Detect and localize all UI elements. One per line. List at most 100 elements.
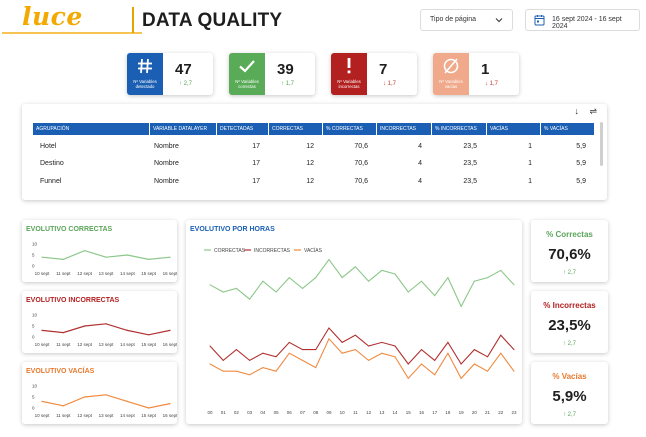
table-scrollbar[interactable] [600, 122, 603, 166]
data-point [381, 341, 383, 343]
title-accent-bar [132, 7, 134, 33]
table-cell: Hotel [40, 143, 57, 150]
data-point [434, 295, 436, 297]
x-tick-label: 16 [419, 410, 425, 415]
hash-icon [138, 58, 152, 74]
table-cell: 5,9 [576, 178, 586, 185]
chart-card-correct: EVOLUTIVO CORRECTAS 10 5 0 10 sept 11 sept 12… [22, 220, 177, 282]
kpi-label: Nº Variables correctas [235, 79, 259, 89]
filter-settings-icon[interactable]: ⇌ [589, 106, 597, 116]
table-header-cell[interactable]: % VACÍAS [541, 123, 594, 135]
data-point [354, 334, 356, 336]
x-tick-label: 13 sept [99, 342, 115, 347]
data-point [407, 363, 409, 365]
table-cell: 12 [306, 178, 314, 185]
kpi-card-correct: Nº Variables correctas 39 ↑ 1,7 [229, 53, 315, 95]
table-cell: Funnel [40, 178, 62, 185]
logo-underline [2, 32, 142, 34]
x-tick-label: 11 [353, 410, 358, 415]
pct-correct-card: % Correctas 70,6% ↑ 2,7 [531, 220, 608, 282]
data-point [447, 277, 449, 279]
kpi-badge-incorrect: Nº Variables incorrectas [331, 53, 367, 95]
x-tick-label: 13 sept [99, 271, 115, 276]
table-cell: 5,9 [576, 143, 586, 150]
series-line [41, 394, 171, 409]
pct-delta: ↑ 2,7 [562, 270, 576, 276]
chart-title: EVOLUTIVO VACÍAS [26, 368, 95, 375]
table-header-cell[interactable]: INCORRECTAS [377, 123, 431, 135]
pct-value: 5,9% [552, 388, 587, 405]
table-header-cell[interactable]: VACÍAS [487, 123, 540, 135]
data-point [513, 284, 515, 286]
x-tick-label: 01 [221, 410, 227, 415]
data-point [407, 377, 409, 379]
series-line [209, 258, 515, 308]
x-tick-label: 08 [313, 410, 319, 415]
table-header-cell[interactable]: % INCORRECTAS [432, 123, 486, 135]
table-cell: 4 [418, 160, 422, 167]
data-point [500, 334, 502, 336]
x-tick-label: 13 sept [99, 413, 115, 418]
x-tick-label: 07 [300, 410, 306, 415]
data-point [487, 370, 489, 372]
data-point [460, 305, 462, 307]
pct-value: 23,5% [548, 317, 591, 334]
x-tick-label: 12 [366, 410, 372, 415]
x-tick-label: 21 [485, 410, 491, 415]
data-point [105, 256, 107, 258]
x-tick-label: 14 sept [120, 271, 136, 276]
chevron-down-icon [495, 18, 503, 23]
kpi-label: Nº Variables vacías [439, 79, 463, 89]
data-point [275, 370, 277, 372]
table-header-cell[interactable]: CORRECTAS [269, 123, 322, 135]
table-cell: 17 [252, 143, 260, 150]
series-line [209, 327, 515, 365]
data-point [84, 325, 86, 327]
data-point [315, 349, 317, 351]
table-cell: 23,5 [463, 178, 477, 185]
page-type-dropdown[interactable]: Tipo de página [420, 9, 513, 31]
table-cell: 17 [252, 178, 260, 185]
data-point [209, 284, 211, 286]
legend-label: CORRECTAS [214, 248, 246, 254]
x-tick-label: 05 [274, 410, 280, 415]
variables-table-card: ↓ ⇌ AGRUPACIÓN VARIABLE DATALAYER DETECT… [22, 104, 607, 200]
data-point [381, 269, 383, 271]
table-cell: Nombre [154, 143, 179, 150]
data-point [262, 280, 264, 282]
table-header-cell[interactable]: DETECTADAS [217, 123, 268, 135]
kpi-value: 7 [379, 61, 388, 78]
table-header-cell[interactable]: % CORRECTAS [323, 123, 376, 135]
table-cell: Destino [40, 160, 64, 167]
table-cell: 1 [528, 160, 532, 167]
table-header-cell[interactable]: AGRUPACIÓN [33, 123, 149, 135]
x-tick-label: 19 [459, 410, 465, 415]
date-range-picker[interactable]: 16 sept 2024 - 16 sept 2024 [525, 9, 640, 31]
sort-icon[interactable]: ↓ [574, 106, 579, 116]
data-point [41, 400, 43, 402]
line-chart-incorrect: 10 5 010 sept 11 sept 12 sept 13 sept 14 sept 1… [32, 313, 177, 348]
data-point [354, 266, 356, 268]
y-tick-label: 10 [32, 242, 38, 247]
table-cell: 12 [306, 160, 314, 167]
kpi-delta: ↑ 2,7 [179, 81, 193, 87]
data-point [473, 280, 475, 282]
data-point [381, 352, 383, 354]
data-point [62, 405, 64, 407]
kpi-delta: ↓ 1,7 [485, 81, 499, 87]
data-point [41, 256, 43, 258]
x-tick-label: 11 sept [56, 413, 71, 418]
chart-card-empty: EVOLUTIVO VACÍAS 10 5 0 10 sept 11 sept 12 se… [22, 362, 177, 424]
data-point [126, 329, 128, 331]
data-point [328, 338, 330, 340]
x-tick-label: 15 sept [141, 413, 157, 418]
chart-title: EVOLUTIVO POR HORAS [190, 226, 275, 233]
table-cell: 1 [528, 178, 532, 185]
data-point [209, 345, 211, 347]
table-cell: 23,5 [463, 160, 477, 167]
data-point [169, 256, 171, 258]
x-tick-label: 06 [287, 410, 293, 415]
data-point [235, 370, 237, 372]
x-tick-label: 14 [393, 410, 399, 415]
table-header-cell[interactable]: VARIABLE DATALAYER [150, 123, 216, 135]
